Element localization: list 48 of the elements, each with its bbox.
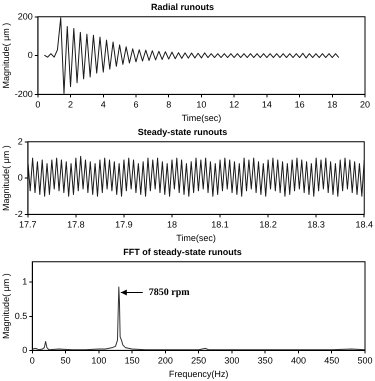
x-tick-label: 18 <box>166 219 177 230</box>
y-tick-label: 0 <box>28 50 33 60</box>
y-tick-label: 1 <box>22 276 28 287</box>
x-tick-label: 400 <box>290 355 306 366</box>
y-tick-label: 0 <box>22 344 28 355</box>
x-axis-title: Time(sec) <box>182 113 222 124</box>
x-tick-label: 2 <box>68 99 74 110</box>
y-tick-label: 200 <box>18 11 33 22</box>
y-tick-label: 0 <box>18 172 23 183</box>
x-tick-label: 20 <box>360 99 370 110</box>
x-tick-label: 18.2 <box>259 219 277 230</box>
x-tick-label: 17.8 <box>67 219 85 230</box>
x-tick-label: 6 <box>133 99 138 110</box>
x-tick-label: 0 <box>35 99 40 110</box>
x-tick-label: 17.9 <box>115 219 133 230</box>
chart-title: FFT of steady-state runouts <box>123 246 242 257</box>
x-tick-label: 12 <box>229 99 240 110</box>
x-tick-label: 17.7 <box>19 219 37 230</box>
x-axis-title: Time(sec) <box>176 233 216 244</box>
x-tick-label: 10 <box>196 99 206 110</box>
x-tick-label: 50 <box>60 355 71 366</box>
x-tick-label: 18 <box>327 99 338 110</box>
x-tick-label: 200 <box>158 355 173 366</box>
x-tick-label: 450 <box>324 355 340 366</box>
y-tick-label: 2 <box>18 136 23 146</box>
y-axis-title: Magnitude( μm ) <box>0 22 11 88</box>
y-tick-label: -2 <box>14 208 23 219</box>
x-axis-title: Frequency(Hz) <box>168 369 228 380</box>
x-tick-label: 500 <box>357 355 373 366</box>
x-tick-label: 8 <box>166 99 172 110</box>
x-tick-label: 250 <box>191 355 206 366</box>
y-tick-label: 0.5 <box>14 310 28 321</box>
chart-title: Steady-state runouts <box>138 126 228 137</box>
x-tick-label: 18.1 <box>211 219 229 230</box>
x-tick-label: 300 <box>224 355 240 366</box>
x-tick-label: 100 <box>91 355 106 366</box>
x-tick-label: 14 <box>262 99 272 110</box>
x-tick-label: 4 <box>100 99 106 110</box>
y-tick-label: -200 <box>14 88 33 99</box>
chart-title: Radial runouts <box>150 2 214 12</box>
x-tick-label: 18.3 <box>307 219 325 230</box>
y-axis-title: Magnitude( μm ) <box>0 145 11 211</box>
x-tick-label: 350 <box>258 355 273 366</box>
x-tick-label: 16 <box>294 99 305 110</box>
x-tick-label: 18.4 <box>355 219 374 230</box>
x-tick-label: 150 <box>124 355 140 366</box>
annotation: 7850 rpm <box>148 287 190 298</box>
y-axis-title: Magnitude( μm ) <box>0 273 11 339</box>
